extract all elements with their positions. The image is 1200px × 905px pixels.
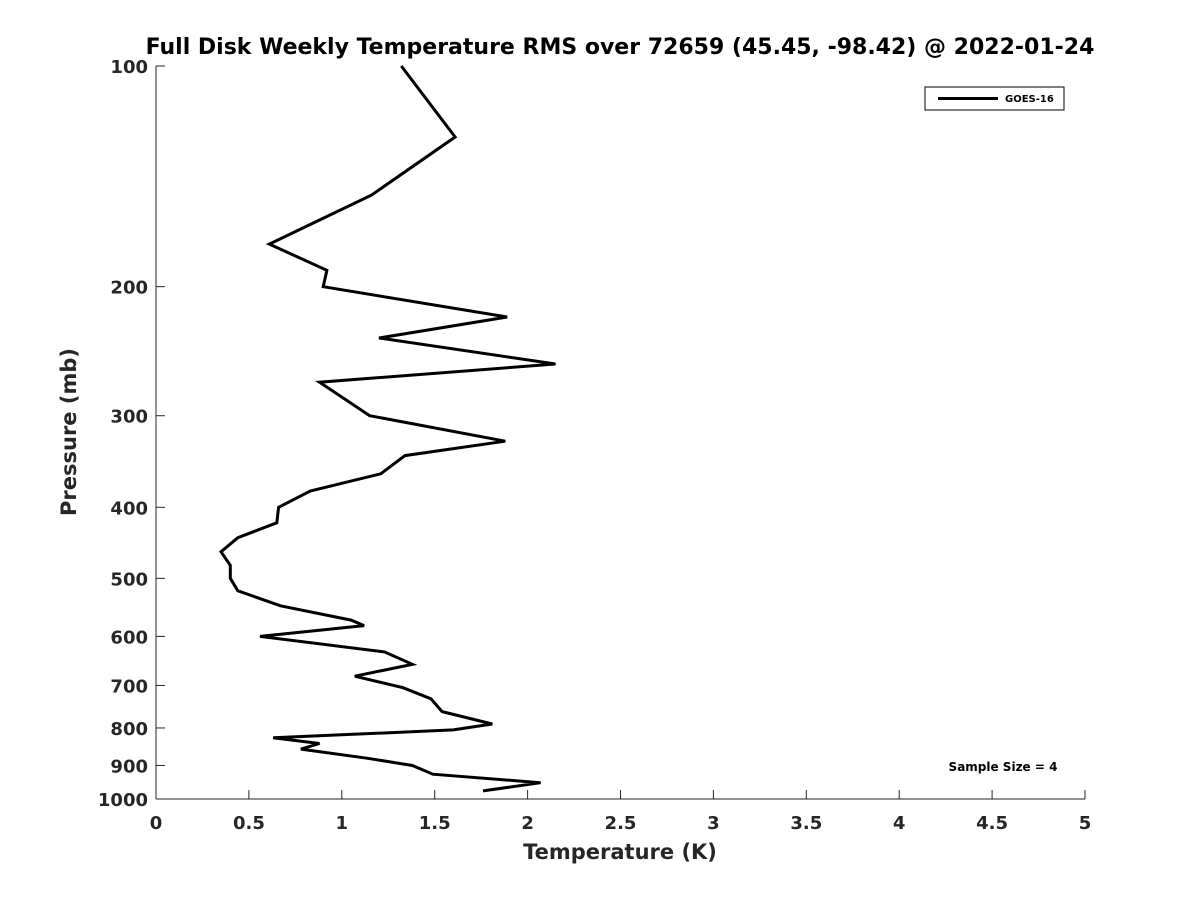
y-tick-label: 100 <box>110 57 148 78</box>
y-tick-label: 800 <box>110 719 148 740</box>
sample-size-annotation: Sample Size = 4 <box>949 760 1058 774</box>
x-tick-label: 3.5 <box>790 813 822 834</box>
y-tick-label: 600 <box>110 627 148 648</box>
x-axis-label: Temperature (K) <box>523 840 717 864</box>
y-tick-label: 900 <box>110 756 148 777</box>
x-tick-label: 5 <box>1079 813 1092 834</box>
x-tick-label: 0 <box>150 813 163 834</box>
x-tick-label: 4 <box>893 813 906 834</box>
x-tick-label: 3 <box>707 813 720 834</box>
y-tick-label: 500 <box>110 569 148 590</box>
x-tick-label: 1.5 <box>419 813 451 834</box>
x-tick-label: 4.5 <box>976 813 1008 834</box>
series-group <box>218 65 556 793</box>
y-axis-label: Pressure (mb) <box>57 348 81 516</box>
x-tick-label: 2.5 <box>605 813 637 834</box>
legend: GOES-16 <box>924 86 1065 111</box>
y-tick-label: 300 <box>110 407 148 428</box>
chart-title: Full Disk Weekly Temperature RMS over 72… <box>146 35 1095 60</box>
y-tick-label: 400 <box>110 498 148 519</box>
y-tick-label: 200 <box>110 278 148 299</box>
y-tick-label: 1000 <box>98 790 148 811</box>
x-tick-label: 2 <box>521 813 534 834</box>
series-line-goes-16 <box>218 65 556 793</box>
y-ticks: 100 200 300 400 500 600 700 800 900 1000 <box>98 57 165 811</box>
x-tick-label: 0.5 <box>233 813 265 834</box>
y-tick-label: 700 <box>110 676 148 697</box>
x-tick-label: 1 <box>336 813 349 834</box>
legend-label-goes-16: GOES-16 <box>1005 94 1054 105</box>
x-ticks: 0 0.5 1 1.5 2 2.5 3 3.5 4 4.5 5 <box>150 790 1092 834</box>
